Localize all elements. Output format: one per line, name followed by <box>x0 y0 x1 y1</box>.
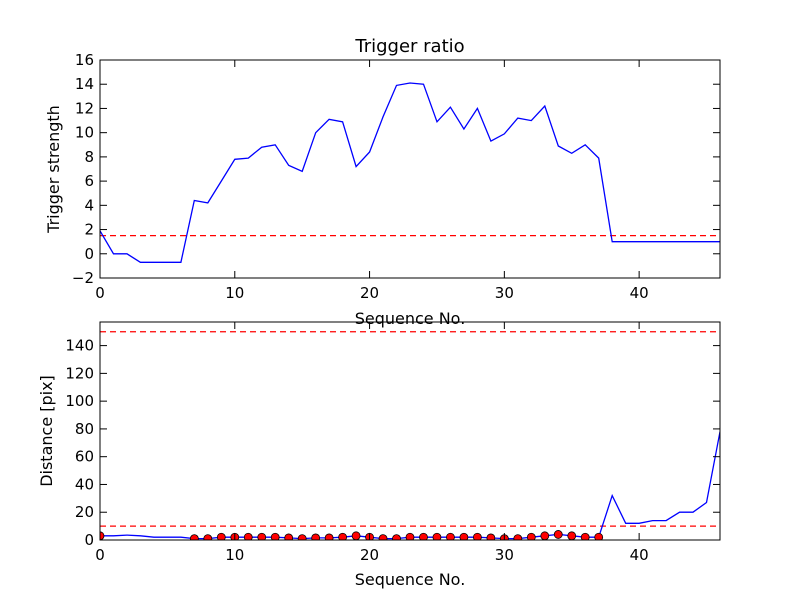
data-point <box>216 532 226 540</box>
y-tick-label: 16 <box>75 51 94 69</box>
data-point <box>297 534 307 540</box>
data-point <box>459 532 469 540</box>
plot-content <box>100 82 720 263</box>
y-tick-label: 140 <box>65 337 94 355</box>
x-tick-label: 30 <box>495 546 514 564</box>
data-point <box>324 533 334 540</box>
data-point <box>553 530 563 539</box>
data-point <box>311 533 321 540</box>
y-tick-label: 0 <box>84 245 94 263</box>
x-tick-label: 40 <box>630 546 649 564</box>
data-point <box>243 532 253 540</box>
data-point <box>257 532 267 540</box>
data-point <box>392 534 401 540</box>
data-point <box>540 531 550 540</box>
series-line <box>100 82 720 263</box>
data-point <box>419 532 428 540</box>
y-tick-label: 60 <box>75 448 94 466</box>
y-tick-label: 100 <box>65 392 94 410</box>
data-point <box>405 532 415 540</box>
y-tick-label: 80 <box>75 420 94 438</box>
x-tick-label: 0 <box>95 546 105 564</box>
data-point <box>472 532 482 540</box>
data-point <box>203 534 213 540</box>
y-tick-label: 120 <box>65 364 94 382</box>
plot-area: 0 10 20 30 40 0 20 40 60 80 100 120 140 <box>65 321 721 564</box>
data-point <box>594 532 604 540</box>
data-point <box>378 534 388 540</box>
data-point <box>486 533 496 540</box>
y-axis-label: Trigger strength <box>44 105 63 234</box>
x-tick-label: 20 <box>360 546 379 564</box>
plot-frame <box>99 59 721 279</box>
data-point <box>351 531 361 540</box>
data-point <box>526 532 536 540</box>
distance-chart: 0 10 20 30 40 0 20 40 60 80 100 120 140 Sequence No.… <box>37 321 721 589</box>
x-tick-label: 30 <box>495 284 514 302</box>
x-tick-label: 0 <box>95 284 105 302</box>
y-axis-label: Distance [pix] <box>37 375 56 487</box>
data-point <box>270 532 280 540</box>
data-point <box>189 534 199 540</box>
data-point <box>513 534 523 540</box>
x-tick-label: 10 <box>225 546 244 564</box>
data-point <box>284 533 294 540</box>
y-tick-label: 40 <box>75 475 94 493</box>
data-point <box>338 532 348 540</box>
y-tick-label: 20 <box>75 503 94 521</box>
plot-frame <box>99 321 721 541</box>
y-tick-label: 0 <box>84 531 94 549</box>
y-tick-label: 14 <box>75 75 94 93</box>
y-tick-label: 10 <box>75 124 94 142</box>
y-tick-label: 12 <box>75 99 94 117</box>
data-point <box>567 531 577 540</box>
y-tick-label: 6 <box>84 172 94 190</box>
data-point <box>580 532 590 540</box>
x-axis-label: Sequence No. <box>355 309 466 328</box>
x-tick-label: 20 <box>360 284 379 302</box>
x-axis-label: Sequence No. <box>355 570 466 589</box>
y-tick-label: −2 <box>72 269 94 287</box>
data-point <box>432 532 442 540</box>
y-tick-label: 4 <box>84 196 94 214</box>
x-tick-label: 40 <box>630 284 649 302</box>
data-point <box>100 531 105 540</box>
y-tick-label: 2 <box>84 221 94 239</box>
data-point <box>446 532 455 540</box>
y-tick-label: 8 <box>84 148 94 166</box>
chart-title: Trigger ratio <box>354 36 464 57</box>
x-tick-label: 10 <box>225 284 244 302</box>
